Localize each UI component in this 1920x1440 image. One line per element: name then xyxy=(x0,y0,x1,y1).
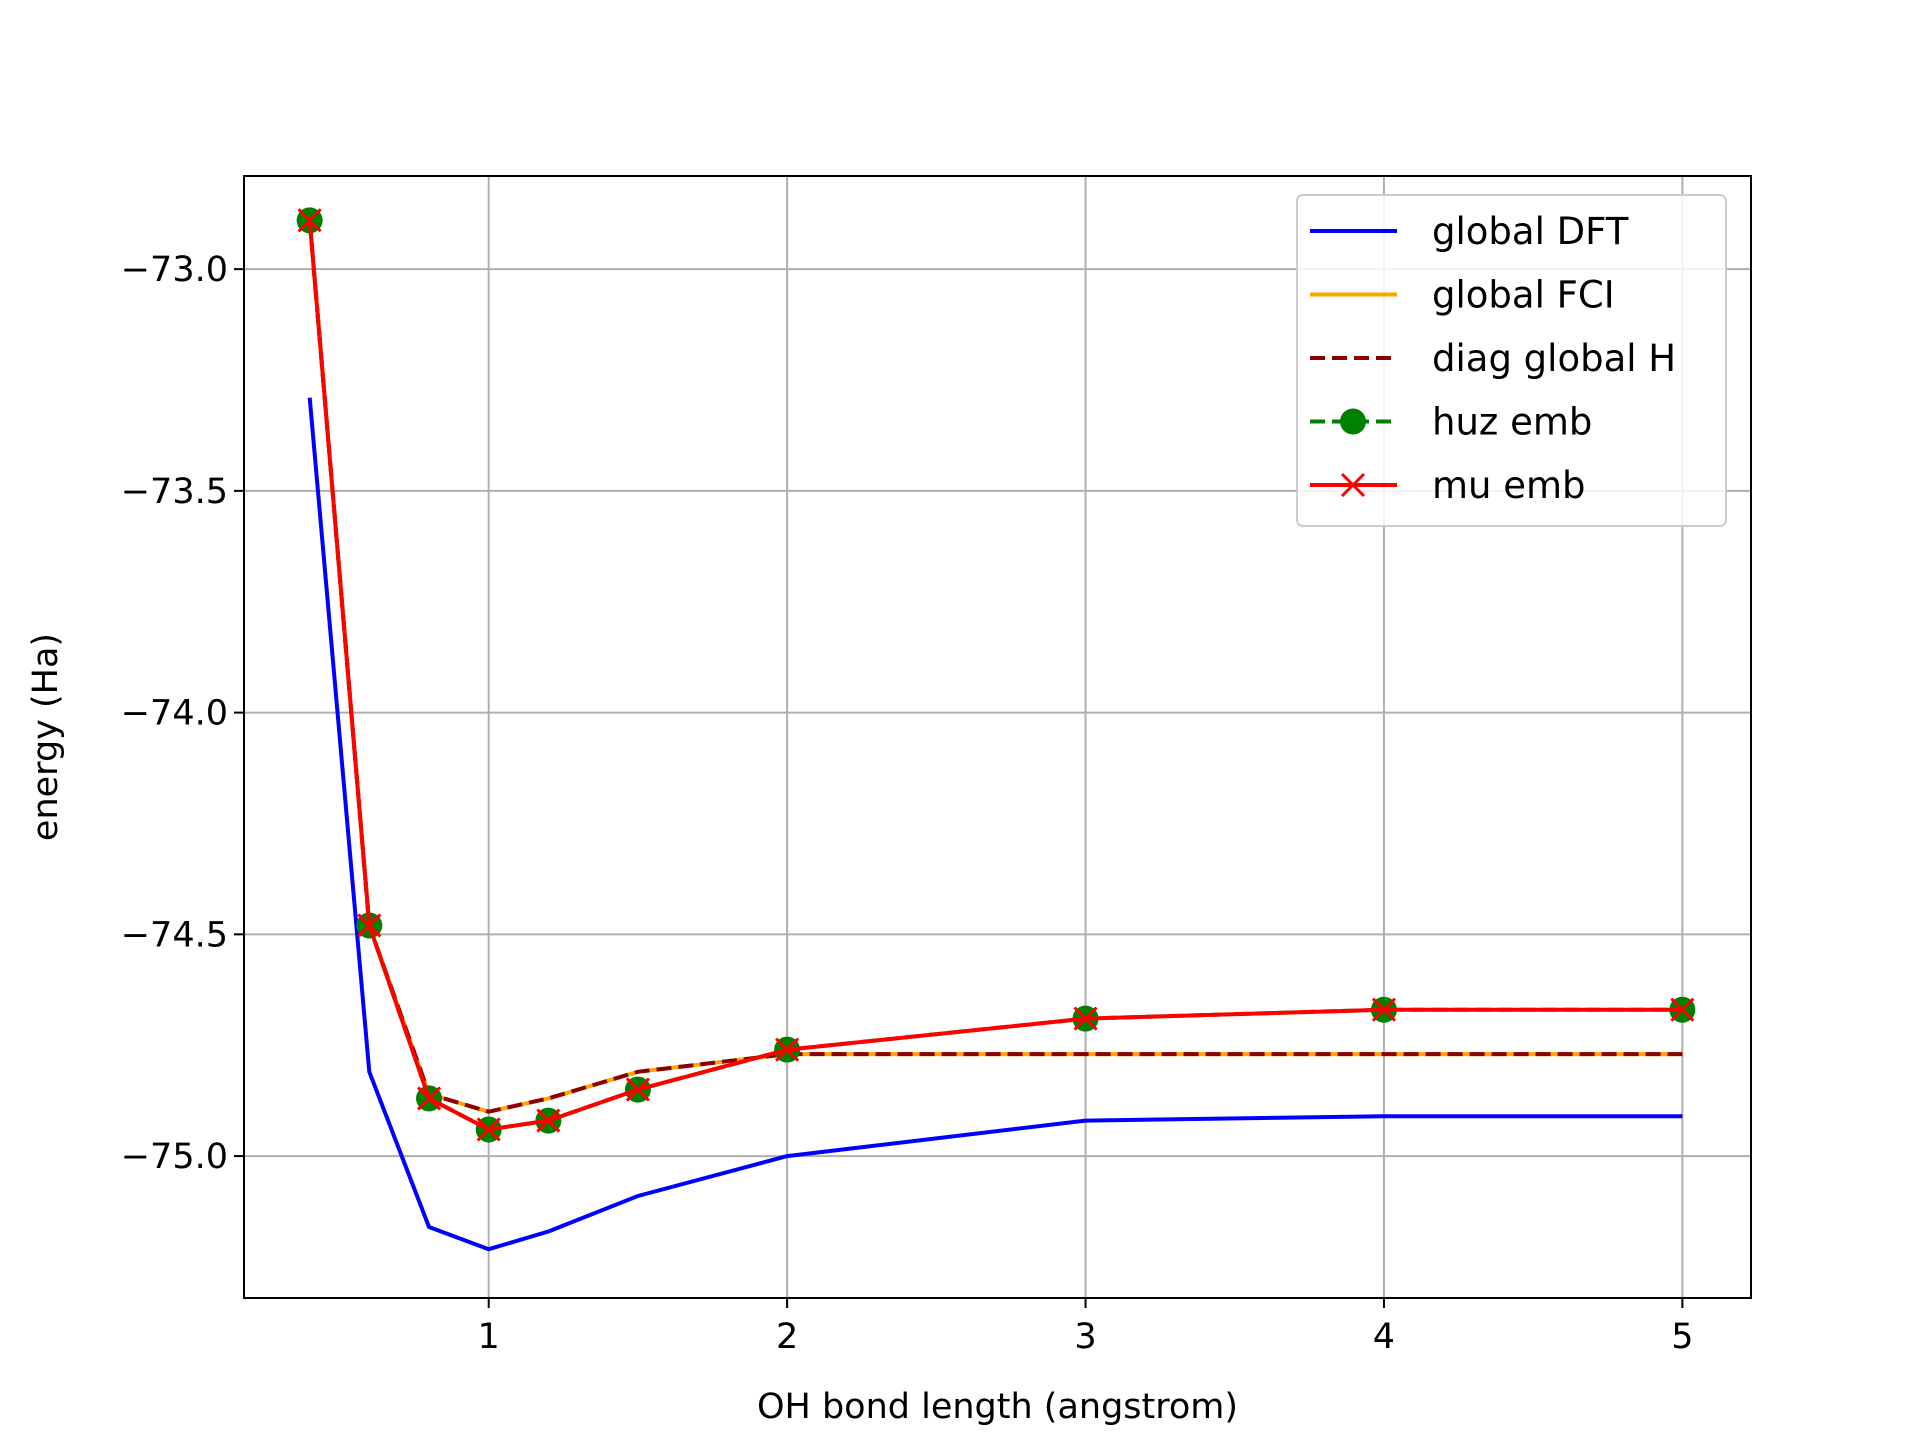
x-tick-label: 5 xyxy=(1671,1317,1693,1357)
x-axis-label: OH bond length (angstrom) xyxy=(757,1387,1238,1427)
data-point xyxy=(416,1086,442,1111)
x-tick-label: 4 xyxy=(1373,1317,1395,1357)
legend-label: huz emb xyxy=(1432,401,1592,444)
legend-entry-huz-emb: huz emb xyxy=(1310,401,1592,444)
data-point xyxy=(476,1117,501,1142)
data-point xyxy=(625,1077,650,1102)
y-tick-label: −74.5 xyxy=(121,915,228,955)
legend-entry-mu-emb: mu emb xyxy=(1310,464,1586,507)
legend-box xyxy=(1296,194,1727,527)
series-global-dft xyxy=(307,397,1683,1252)
data-point xyxy=(775,1037,800,1062)
legend-label: global FCI xyxy=(1432,274,1615,317)
series-mu-emb xyxy=(297,208,1695,1142)
data-point xyxy=(297,208,322,233)
x-tick-label: 2 xyxy=(776,1317,798,1357)
legend-marker xyxy=(1340,472,1366,498)
y-tick-label: −74.0 xyxy=(121,694,228,734)
y-axis-label: energy (Ha) xyxy=(26,633,66,841)
axis-ticks: 1 2 3 4 5 −73.0 −73.5 −74.0 −74.5 −75.0 xyxy=(121,250,1694,1357)
series-line-mu-emb xyxy=(307,220,1683,1132)
legend-entry-global-fci: global FCI xyxy=(1310,274,1615,317)
data-point xyxy=(1371,997,1397,1022)
data-point xyxy=(357,913,382,938)
legend: global DFT global FCI diag global H huz emb… xyxy=(1296,194,1727,527)
data-point xyxy=(1073,1006,1098,1031)
legend-label: mu emb xyxy=(1432,464,1586,507)
y-tick-label: −73.5 xyxy=(121,472,228,512)
series-line-global-dft xyxy=(307,397,1683,1252)
x-tick-label: 1 xyxy=(478,1317,500,1357)
data-point xyxy=(1670,997,1695,1022)
legend-entry-global-dft: global DFT xyxy=(1310,210,1629,253)
legend-label: global DFT xyxy=(1432,210,1629,253)
legend-entry-diag-global-h: diag global H xyxy=(1310,337,1676,380)
legend-label: diag global H xyxy=(1432,337,1676,380)
x-tick-label: 3 xyxy=(1074,1317,1096,1357)
y-tick-label: −75.0 xyxy=(121,1137,228,1177)
plot-frame xyxy=(243,175,1752,1299)
data-point xyxy=(536,1108,561,1133)
y-tick-label: −73.0 xyxy=(121,250,228,290)
series-group xyxy=(296,207,1696,1252)
legend-marker xyxy=(1340,408,1366,435)
